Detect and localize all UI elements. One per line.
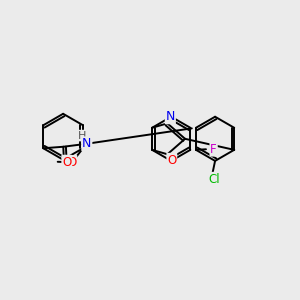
Text: O: O	[167, 154, 176, 167]
Text: F: F	[210, 143, 217, 156]
Text: H: H	[78, 130, 86, 141]
Text: O: O	[62, 156, 71, 169]
Text: N: N	[166, 110, 175, 123]
Text: Cl: Cl	[208, 172, 220, 186]
Text: O: O	[67, 156, 76, 169]
Text: N: N	[82, 137, 92, 150]
